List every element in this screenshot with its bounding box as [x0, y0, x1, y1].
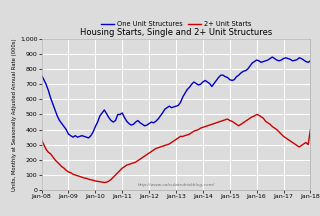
Legend: One Unit Structures, 2+ Unit Starts: One Unit Structures, 2+ Unit Starts — [98, 19, 254, 30]
Title: Housing Starts, Single and 2+ Unit Structures: Housing Starts, Single and 2+ Unit Struc… — [80, 28, 272, 37]
One Unit Structures — [67, 133, 70, 135]
Y-axis label: Units, Monthly at Seasonally Adjusted Annual Rate (000s): Units, Monthly at Seasonally Adjusted An… — [12, 38, 17, 191]
One Unit Structures — [87, 137, 91, 139]
2+ Unit Starts — [255, 113, 259, 116]
2+ Unit Starts — [102, 181, 106, 184]
2+ Unit Starts — [156, 146, 160, 149]
Line: 2+ Unit Starts: 2+ Unit Starts — [42, 114, 310, 183]
One Unit Structures — [270, 56, 274, 58]
2+ Unit Starts — [210, 123, 214, 126]
One Unit Structures — [105, 112, 108, 115]
2+ Unit Starts — [223, 118, 227, 121]
Line: One Unit Structures: One Unit Structures — [42, 57, 310, 138]
2+ Unit Starts — [308, 128, 312, 131]
2+ Unit Starts — [295, 144, 299, 147]
2+ Unit Starts — [40, 139, 44, 141]
One Unit Structures — [156, 118, 160, 120]
One Unit Structures — [40, 74, 44, 76]
2+ Unit Starts — [67, 171, 70, 173]
One Unit Structures — [295, 59, 299, 61]
One Unit Structures — [223, 75, 227, 78]
One Unit Structures — [308, 60, 312, 62]
2+ Unit Starts — [105, 181, 108, 184]
One Unit Structures — [210, 85, 214, 88]
Text: http://www.calculatedriskblog.com/: http://www.calculatedriskblog.com/ — [137, 183, 215, 187]
